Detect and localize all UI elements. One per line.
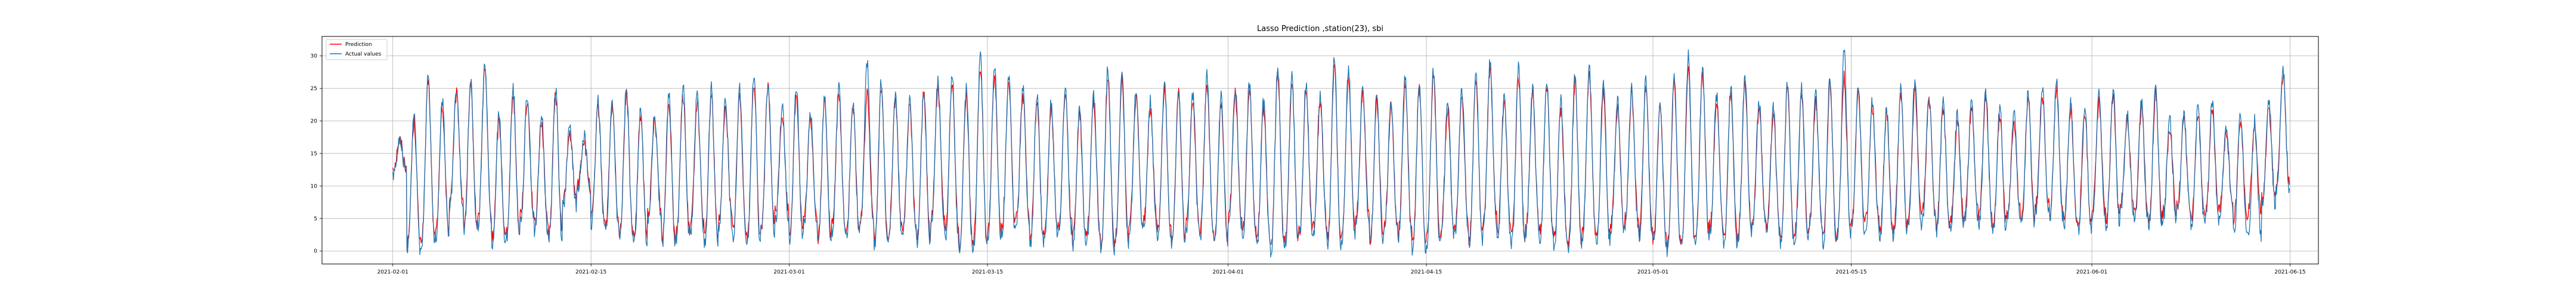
y-tick-label: 25: [311, 86, 317, 92]
x-tick-label: 2021-06-01: [2076, 269, 2107, 275]
axes: 2021-02-01 2021-02-15 2021-03-01 2021-03-15…: [311, 54, 2306, 275]
y-tick-label: 10: [311, 183, 318, 189]
series-line-actual-values: [392, 49, 2290, 258]
y-tick-label: 15: [311, 151, 317, 157]
y-tick-label: 0: [314, 248, 317, 254]
x-tick-label: 2021-06-15: [2274, 269, 2305, 275]
x-tick-label: 2021-03-01: [773, 269, 804, 275]
x-tick-label: 2021-05-15: [1835, 269, 1866, 275]
series-lines: [392, 49, 2290, 258]
x-tick-label: 2021-03-15: [972, 269, 1003, 275]
plot-area-frame: [321, 36, 2319, 265]
x-tick-label: 2021-04-15: [1411, 269, 1442, 275]
legend-label-actual-values: Actual values: [345, 51, 382, 57]
x-tick-label: 2021-02-01: [377, 269, 408, 275]
x-tick-label: 2021-05-01: [1637, 269, 1668, 275]
x-tick-label: 2021-02-15: [575, 269, 606, 275]
grid-lines: [322, 36, 2318, 264]
y-tick-label: 30: [311, 54, 318, 60]
x-tick-label: 2021-04-01: [1213, 269, 1244, 275]
chart-title: Lasso Prediction ,station(23), sbi: [1257, 24, 1383, 33]
y-tick-label: 5: [314, 216, 317, 222]
legend-label-prediction: Prediction: [345, 42, 372, 48]
y-tick-label: 20: [311, 119, 318, 125]
legend: Prediction Actual values: [326, 39, 388, 60]
